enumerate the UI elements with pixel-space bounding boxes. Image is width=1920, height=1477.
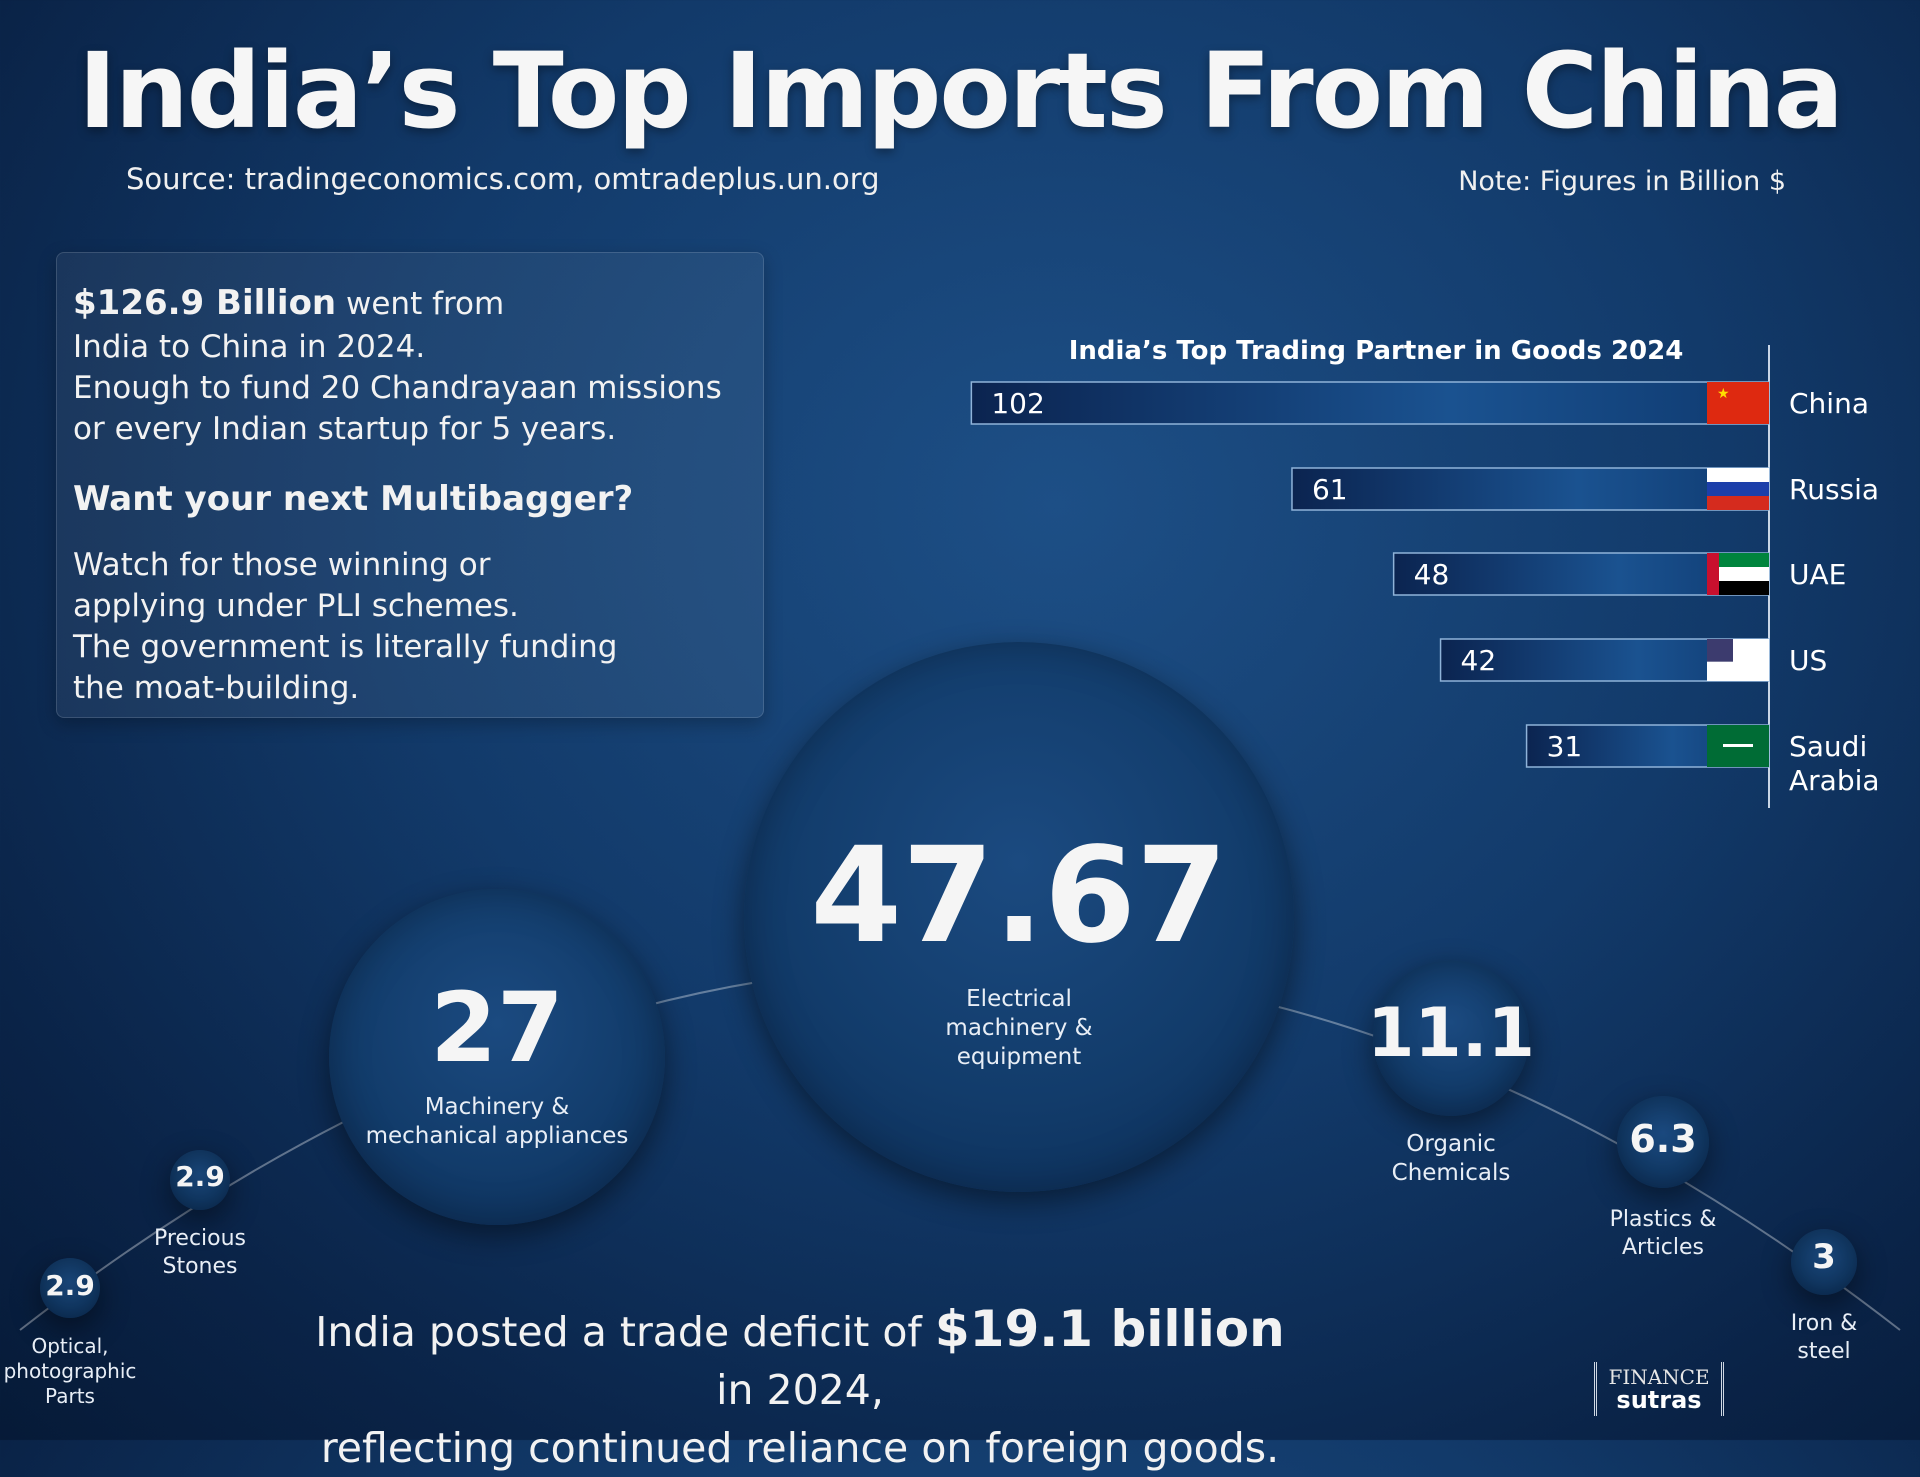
- info-line1-rest: went from: [336, 286, 505, 322]
- source-text: Source: tradingeconomics.com, omtradeplu…: [126, 162, 880, 196]
- trade-deficit-text: India posted a trade deficit of $19.1 bi…: [300, 1300, 1300, 1477]
- flag-us-icon-stripe: [1707, 645, 1769, 649]
- flag-uae-icon: [1707, 553, 1769, 567]
- bubble-iron-steel: [1791, 1229, 1857, 1295]
- bubble-label-plastics-articles: Plastics & Articles: [1609, 1207, 1717, 1260]
- bar-value-us: 42: [1461, 644, 1497, 677]
- info-highlight: $126.9 Billion: [73, 283, 337, 323]
- bubble-electrical-machinery-equipment: [744, 642, 1294, 1192]
- flag-us-icon-canton: [1707, 639, 1733, 662]
- flag-us-icon-stripe: [1707, 675, 1769, 679]
- bubble-value-precious-stones: 2.9: [175, 1160, 225, 1193]
- flag-russia-icon-blue: [1707, 482, 1769, 496]
- flag-us-icon-stripe: [1707, 669, 1769, 673]
- bubble-label-machinery-mechanical-appliances: Machinery & mechanical appliances: [365, 1094, 629, 1149]
- flag-saudi-arabia-icon-sword: [1723, 744, 1753, 747]
- flag-us-icon-stripe: [1707, 663, 1769, 667]
- flag-russia-icon: [1707, 468, 1769, 482]
- bar-value-saudi-arabia: 31: [1547, 730, 1583, 763]
- note-text: Note: Figures in Billion $: [1458, 166, 1786, 197]
- bubble-label-iron-steel: Iron & steel: [1790, 1311, 1858, 1364]
- info-box: $126.9 Billion went from India to China …: [56, 252, 764, 718]
- flag-china-icon-star: ★: [1717, 386, 1730, 402]
- chart-title: India’s Top Trading Partner in Goods 202…: [1069, 336, 1684, 366]
- bubble-value-iron-steel: 3: [1812, 1237, 1836, 1277]
- bubble-plastics-articles: [1617, 1096, 1709, 1188]
- flag-russia-icon-red: [1707, 496, 1769, 510]
- bar-russia: [1291, 467, 1770, 511]
- bubble-label-organic-chemicals: Organic Chemicals: [1391, 1131, 1511, 1186]
- flag-us-icon-bg: [1707, 639, 1769, 681]
- flag-uae-icon-white: [1707, 567, 1769, 581]
- bar-label-us: US: [1789, 644, 1827, 677]
- flag-uae-icon-black: [1707, 581, 1769, 595]
- deficit-post: in 2024,: [716, 1366, 884, 1414]
- bubble-optical-photographic-parts: [40, 1258, 100, 1318]
- bar-label-china: China: [1789, 387, 1869, 420]
- deficit-value: $19.1 billion: [934, 1300, 1285, 1358]
- bubble-value-electrical-machinery-equipment: 47.67: [810, 819, 1228, 973]
- finance-sutras-logo: FINANCE sutras: [1594, 1362, 1724, 1416]
- bubble-label-optical-photographic-parts: Optical, photographic Parts: [3, 1334, 137, 1408]
- bar-label-russia: Russia: [1789, 473, 1879, 506]
- bubble-value-machinery-mechanical-appliances: 27: [430, 972, 564, 1084]
- bar-uae: [1392, 552, 1770, 596]
- bubble-organic-chemicals: [1373, 960, 1529, 1116]
- bar-china: [970, 381, 1770, 425]
- info-question: Want your next Multibagger?: [73, 479, 634, 519]
- deficit-line2: reflecting continued reliance on foreign…: [320, 1424, 1280, 1472]
- bubble-label-precious-stones: Precious Stones: [153, 1226, 247, 1279]
- flag-us-icon-stripe: [1707, 639, 1769, 643]
- flag-saudi-arabia-icon: [1707, 725, 1769, 767]
- page-title: India’s Top Imports From China: [78, 30, 1844, 152]
- info-body: India to China in 2024. Enough to fund 2…: [73, 329, 722, 447]
- info-line1: $126.9 Billion went from: [73, 283, 504, 325]
- bar-value-uae: 48: [1414, 558, 1450, 591]
- flag-uae-icon-red: [1707, 553, 1719, 595]
- bar-value-russia: 61: [1312, 473, 1348, 506]
- bar-saudi-arabia: [1525, 724, 1770, 768]
- bubble-machinery-mechanical-appliances: [329, 889, 665, 1225]
- bubble-value-organic-chemicals: 11.1: [1367, 994, 1535, 1073]
- bar-label-uae: UAE: [1789, 558, 1846, 591]
- bubble-value-optical-photographic-parts: 2.9: [45, 1269, 95, 1302]
- bubble-precious-stones: [170, 1150, 230, 1210]
- bar-label-saudi-arabia: Saudi Arabia: [1789, 730, 1880, 797]
- flag-us-icon-stripe: [1707, 651, 1769, 655]
- flag-us-icon: [1707, 639, 1769, 681]
- flag-us-icon-stripe: [1707, 657, 1769, 661]
- bar-value-china: 102: [991, 387, 1044, 420]
- flag-china-icon: [1707, 382, 1769, 424]
- bubble-value-plastics-articles: 6.3: [1629, 1117, 1697, 1161]
- info-tip: Watch for those winning or applying unde…: [73, 547, 618, 706]
- logo-bottom: sutras: [1616, 1386, 1702, 1414]
- bar-us: [1439, 638, 1770, 682]
- bubble-label-electrical-machinery-equipment: Electrical machinery & equipment: [945, 986, 1093, 1070]
- logo-top: FINANCE: [1608, 1365, 1710, 1389]
- deficit-pre: India posted a trade deficit of: [315, 1308, 935, 1356]
